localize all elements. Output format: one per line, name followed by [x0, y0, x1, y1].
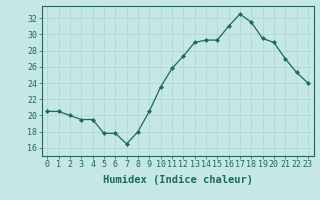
- X-axis label: Humidex (Indice chaleur): Humidex (Indice chaleur): [103, 175, 252, 185]
